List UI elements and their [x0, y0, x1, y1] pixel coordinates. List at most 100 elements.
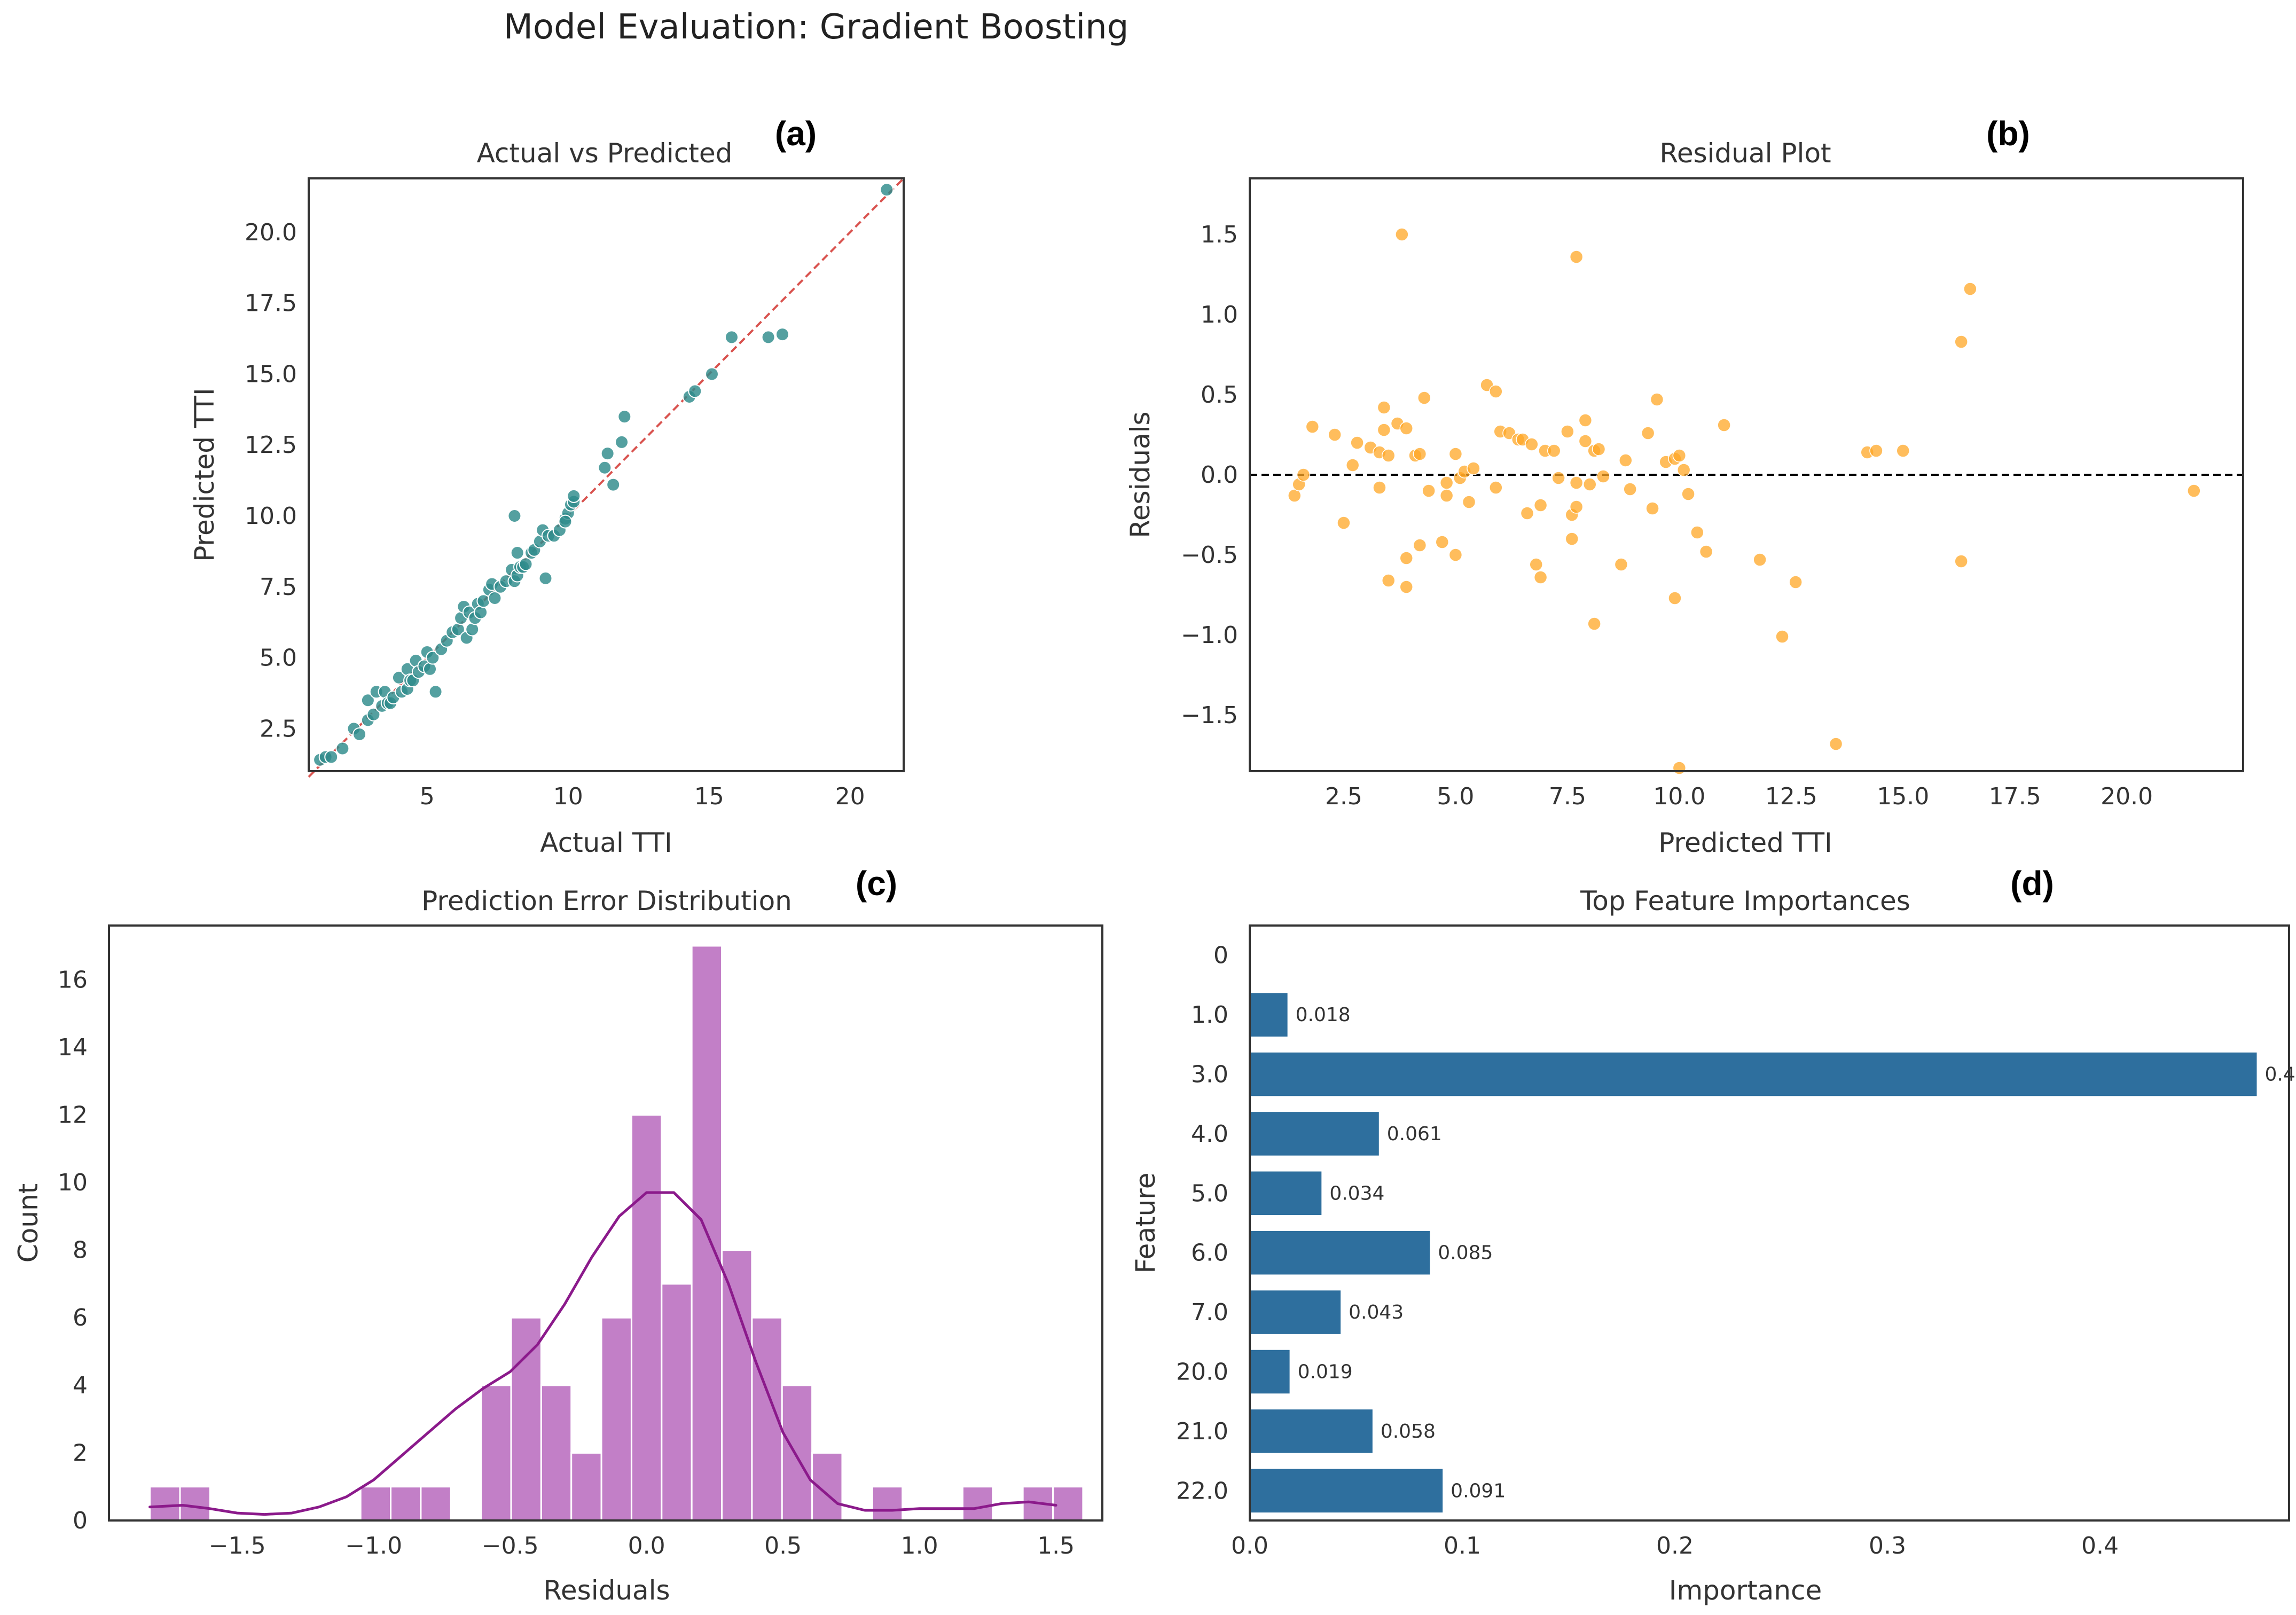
panel-c-title: Prediction Error Distribution: [421, 885, 792, 916]
panel-c-kde-layer: [148, 1191, 1057, 1516]
panel-a-point: [761, 330, 775, 344]
panel-b-point: [1954, 554, 1968, 568]
panel-c-y-tick-label: 12: [58, 1101, 88, 1128]
panel-a-y-label: Predicted TTI: [189, 388, 220, 562]
panel-a-point: [335, 741, 350, 756]
panel-b-point: [1337, 516, 1351, 530]
panel-b-point: [1789, 575, 1803, 589]
panel-d-y-label: Feature: [1130, 1173, 1161, 1274]
panel-b-x-tick-label: 7.5: [1549, 783, 1586, 810]
panel-d-y-ticks: 0 1.0 3.0 4.0 5.0 6.0 7.0 20.0 21.0 22.0: [1176, 942, 1228, 1505]
panel-d-x-tick-label: 0.1: [1444, 1532, 1481, 1559]
panel-d-importance-bar: [1249, 1111, 1380, 1157]
panel-error-distribution: Prediction Error Distribution (c) −1.5 −1…: [13, 864, 1103, 1606]
panel-d-importance-bar: [1249, 1051, 2258, 1097]
panel-a-point: [361, 693, 375, 708]
panel-a-y-ticks: 2.5 5.0 7.5 10.0 12.5 15.0 17.5 20.0: [245, 219, 297, 742]
panel-b-y-tick-label: 1.5: [1201, 221, 1238, 248]
panel-c-x-tick-label: 0.5: [764, 1532, 802, 1559]
panel-b-point: [1377, 423, 1391, 437]
panel-b-point: [1381, 574, 1396, 587]
panel-b-point: [1448, 447, 1463, 461]
panel-b-point: [1668, 591, 1682, 605]
panel-c-x-ticks: −1.5 −1.0 −0.5 0.0 0.5 1.0 1.5: [209, 1532, 1075, 1559]
panel-b-point: [1439, 476, 1454, 490]
panel-b-point: [1596, 469, 1610, 483]
panel-b-point: [1395, 228, 1409, 241]
panel-c-histogram-bar: [661, 1283, 693, 1522]
panel-actual-vs-predicted: Actual vs Predicted (a) 5 10 15 20 2.5 5.0 7.…: [189, 114, 905, 858]
panel-d-tag: (d): [2010, 864, 2054, 903]
panel-b-point: [1399, 551, 1413, 565]
panel-c-histogram-bar: [781, 1384, 813, 1522]
panel-b-point: [1422, 484, 1436, 498]
panel-d-x-tick-label: 0.4: [2081, 1532, 2119, 1559]
panel-b-tag: (b): [1986, 114, 2030, 153]
panel-d-value-label: 0.058: [1381, 1421, 1436, 1442]
panel-d-value-label: 0.091: [1451, 1480, 1506, 1502]
panel-c-histogram-bar: [149, 1486, 181, 1522]
panel-d-x-tick-label: 0.2: [1656, 1532, 1694, 1559]
panel-b-point: [1775, 630, 1789, 644]
panel-b-point: [1672, 761, 1687, 775]
panel-b-point: [1467, 461, 1480, 475]
panel-b-y-tick-label: −1.5: [1181, 702, 1238, 729]
panel-d-value-label: 0.085: [1438, 1242, 1493, 1264]
panel-b-point: [1592, 442, 1606, 456]
panel-d-x-label: Importance: [1669, 1575, 1822, 1606]
panel-d-importance-bar: [1249, 1468, 1444, 1514]
panel-b-point: [2187, 484, 2201, 498]
figure-title: Model Evaluation: Gradient Boosting: [504, 7, 1129, 47]
panel-b-point: [1587, 617, 1601, 631]
panel-b-point: [1417, 391, 1431, 405]
panel-a-title: Actual vs Predicted: [477, 138, 733, 169]
panel-b-point: [1681, 487, 1695, 501]
panel-c-histogram-bar: [480, 1384, 512, 1522]
panel-c-histogram-bar: [179, 1486, 211, 1522]
panel-b-point: [1462, 495, 1476, 509]
panel-d-value-label: 0.043: [1349, 1302, 1404, 1323]
panel-b-point: [1448, 548, 1463, 562]
panel-b-point: [1435, 535, 1449, 549]
panel-b-point: [1305, 420, 1320, 434]
panel-b-point: [1569, 500, 1584, 514]
panel-a-x-label: Actual TTI: [540, 827, 672, 858]
panel-b-point: [1328, 428, 1342, 442]
panel-d-category-label: 22.0: [1176, 1477, 1228, 1504]
panel-b-point: [1533, 498, 1548, 512]
panel-b-title: Residual Plot: [1659, 138, 1831, 169]
panel-a-x-tick-label: 20: [835, 783, 865, 810]
panel-b-point: [1699, 545, 1713, 559]
panel-b-x-tick-label: 2.5: [1325, 783, 1362, 810]
panel-b-point: [1676, 463, 1691, 477]
panel-b-point: [1529, 558, 1543, 571]
panel-d-importance-bar: [1249, 992, 1289, 1038]
panel-c-y-tick-label: 6: [73, 1304, 88, 1331]
panel-d-bars: 0.018 0.474 0.061 0.034 0.085 0.043 0.019 0.058…: [1249, 992, 2296, 1514]
panel-c-histogram-bar: [721, 1249, 753, 1522]
panel-c-x-tick-label: −0.5: [482, 1532, 539, 1559]
panel-c-y-tick-label: 8: [73, 1237, 88, 1264]
panel-c-y-tick-label: 14: [58, 1034, 88, 1061]
panel-b-point: [1578, 413, 1593, 427]
panel-d-x-tick-label: 0.0: [1231, 1532, 1268, 1559]
panel-a-frame: [308, 177, 905, 772]
panel-b-point: [1350, 436, 1364, 450]
panel-c-y-tick-label: 4: [73, 1372, 88, 1399]
panel-b-point: [1533, 570, 1548, 584]
panel-b-point: [1614, 558, 1628, 571]
panel-b-point: [1399, 421, 1413, 435]
panel-c-x-tick-label: 1.5: [1037, 1532, 1075, 1559]
panel-b-x-tick-label: 20.0: [2101, 783, 2153, 810]
panel-a-tag: (a): [775, 114, 817, 153]
panel-a-point: [558, 514, 573, 529]
panel-a-x-tick-label: 10: [553, 783, 583, 810]
panel-b-point: [1963, 282, 1977, 296]
panel-d-x-ticks: 0.0 0.1 0.2 0.3 0.4: [1231, 1532, 2119, 1559]
panel-b-point: [1672, 449, 1687, 462]
panel-c-y-tick-label: 0: [73, 1507, 88, 1534]
panel-b-point: [1373, 481, 1386, 495]
panel-c-tag: (c): [856, 864, 897, 903]
panel-c-histogram-bar: [390, 1486, 422, 1522]
panel-b-point: [1583, 477, 1597, 491]
